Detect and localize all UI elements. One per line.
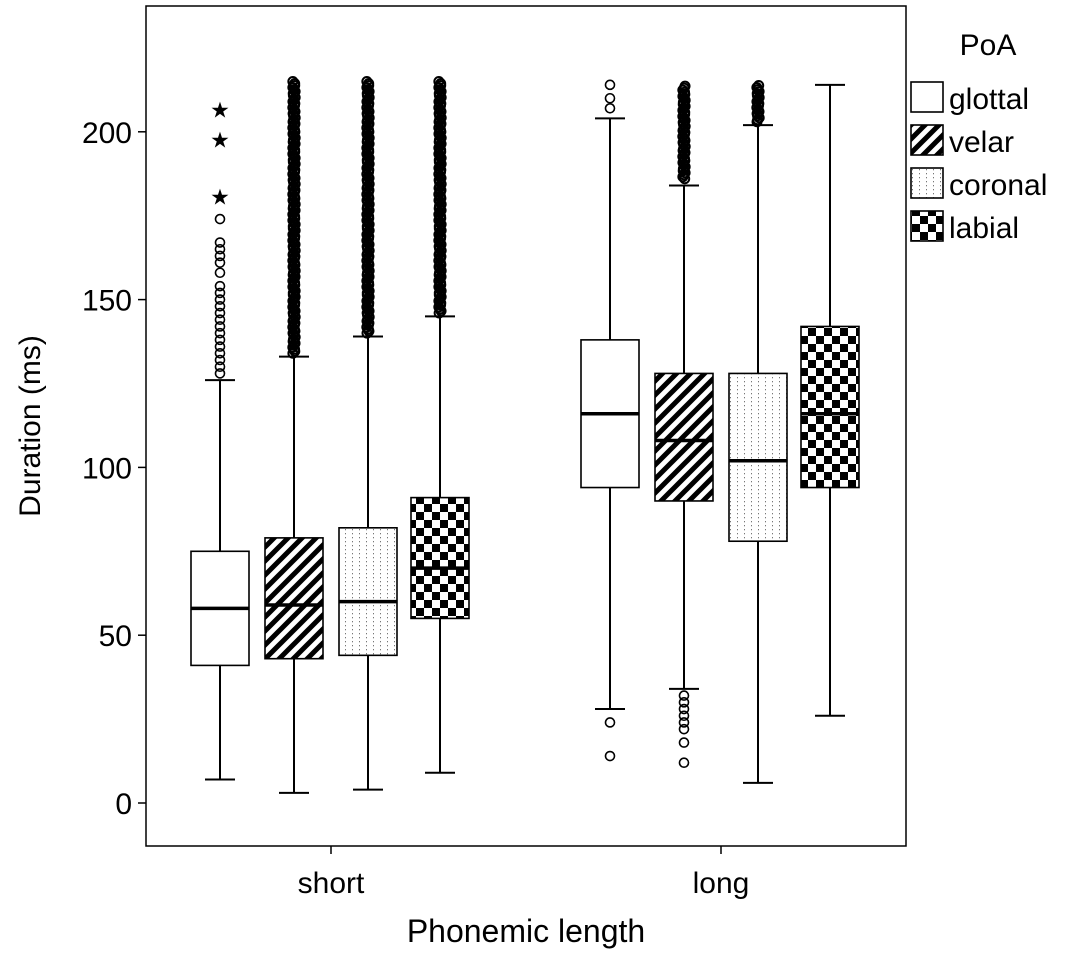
y-tick-label: 100 [82, 452, 132, 485]
outlier-point [214, 347, 226, 359]
box [338, 527, 398, 657]
outlier-point [214, 321, 226, 332]
outlier-point [678, 690, 690, 701]
legend-swatch [910, 210, 944, 242]
outlier-point [214, 267, 226, 279]
legend-swatch [910, 167, 944, 199]
outlier-point [214, 368, 226, 379]
box [800, 325, 860, 489]
box-group [654, 80, 714, 769]
outlier-point [214, 287, 226, 299]
outlier-point [678, 717, 690, 728]
outlier-point [361, 75, 373, 87]
outlier-point [678, 697, 690, 708]
box-group [728, 79, 788, 784]
outlier-point [678, 703, 690, 715]
legend-label: velar [949, 126, 1014, 159]
box-group [580, 79, 640, 762]
box [410, 496, 470, 620]
outlier-point [604, 92, 616, 104]
outlier-point [214, 327, 226, 339]
outlier-point [214, 280, 226, 292]
outlier-point [604, 750, 616, 762]
outlier-point [287, 75, 299, 87]
legend: PoA glottal velar coronal labial [910, 29, 1047, 245]
outlier-point [435, 77, 447, 89]
box-group: ★ ★ ★ [190, 97, 250, 781]
box-group [264, 75, 324, 794]
legend-swatch [910, 81, 944, 113]
extreme-point: ★ [210, 185, 230, 210]
outlier-point [289, 77, 301, 89]
outlier-point [604, 103, 616, 114]
y-tick-label: 50 [99, 620, 132, 653]
box-group [410, 75, 470, 774]
plot-frame [145, 5, 907, 847]
legend-label: labial [949, 212, 1019, 245]
outlier-point [214, 314, 226, 326]
outlier-point [753, 79, 765, 91]
y-tick-label: 150 [82, 285, 132, 318]
outlier-point [214, 334, 226, 346]
outlier-point [214, 257, 226, 268]
outlier-point [214, 354, 226, 366]
y-tick-label: 200 [82, 117, 132, 150]
box [654, 372, 714, 502]
outlier-point [363, 77, 375, 89]
box [728, 372, 788, 543]
box-group [800, 83, 860, 717]
box [264, 537, 324, 660]
outlier-point [678, 710, 690, 722]
y-tick-label: 0 [115, 788, 132, 821]
outlier-point [604, 717, 616, 728]
outlier-point [214, 301, 226, 312]
legend-label: glottal [949, 83, 1029, 116]
extreme-point: ★ [210, 128, 230, 153]
y-axis: 0 50 100 150 200 [82, 117, 146, 821]
outlier-point [214, 361, 226, 373]
legend-title: PoA [960, 29, 1017, 62]
y-axis-label: Duration (ms) [14, 335, 47, 517]
x-tick-label: long [693, 867, 750, 900]
outlier-point [214, 243, 226, 255]
outlier-point [751, 82, 763, 94]
box-group [338, 75, 398, 791]
outlier-point [214, 213, 226, 225]
x-axis: short long [298, 846, 750, 900]
outlier-point [214, 294, 226, 305]
extreme-point: ★ [210, 97, 230, 122]
outlier-point [679, 80, 691, 92]
legend-swatch [910, 124, 944, 156]
outlier-point [679, 86, 691, 98]
legend-label: coronal [949, 169, 1047, 202]
x-tick-label: short [298, 867, 365, 900]
boxes-layer: ★ ★ ★ [190, 75, 860, 794]
outlier-point [678, 737, 690, 748]
outlier-point [604, 79, 616, 91]
outlier-point [678, 757, 690, 769]
outlier-point [433, 75, 445, 87]
outlier-point [678, 723, 690, 735]
outlier-point [214, 341, 226, 352]
outlier-point [214, 237, 226, 248]
x-axis-label: Phonemic length [407, 913, 645, 949]
outlier-point [214, 307, 226, 319]
outlier-point [214, 250, 226, 262]
